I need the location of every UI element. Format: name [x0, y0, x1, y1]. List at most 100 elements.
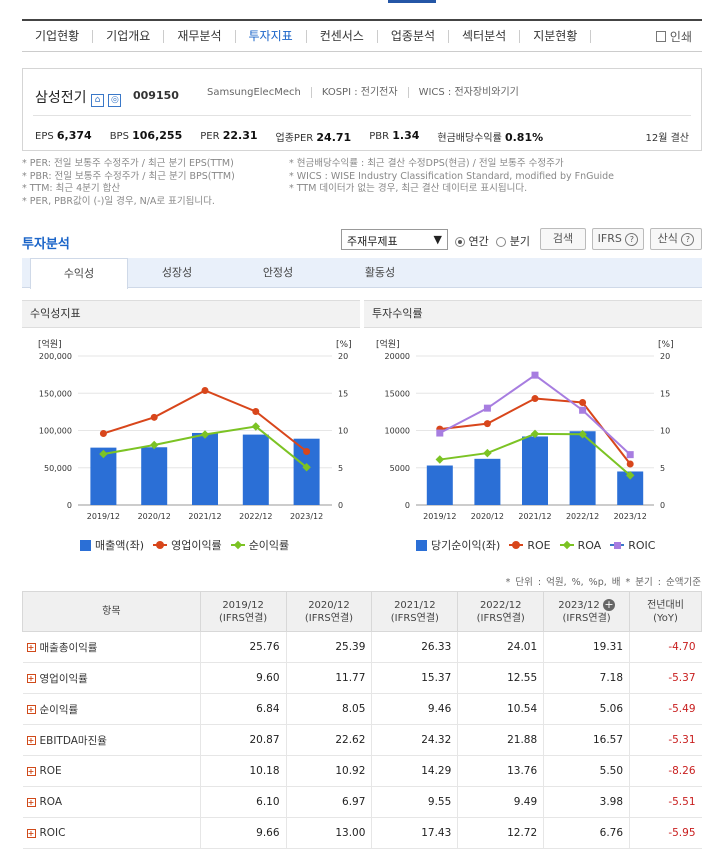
- radio-annual-label: 연간: [468, 235, 489, 248]
- row-label[interactable]: + 매출총이익률: [22, 631, 201, 663]
- expand-icon[interactable]: +: [26, 643, 36, 652]
- table-cell: 5.06: [543, 693, 630, 725]
- return-chart: [억원] [%] 0 5000 10000 15000 20000 0 5 10 15 20 2019/…: [376, 338, 674, 521]
- y-right-tick: 5: [660, 464, 665, 473]
- row-label[interactable]: + 순이익률: [22, 693, 201, 725]
- expand-icon[interactable]: +: [26, 766, 36, 776]
- expand-icon[interactable]: +: [26, 828, 36, 838]
- tab-shareholding[interactable]: 지분현황: [520, 29, 592, 43]
- chart-panel-return: 투자수익률 [억원] [%] 0 5000 10000 15000 20000 0 5 10 15 2…: [364, 300, 702, 556]
- ratio-table: 항목 2019/12 (IFRS연결) 2020/12 (IFRS연결) 2021/…: [22, 591, 702, 849]
- key-ratios: EPS 6,374 BPS 106,255 PER 22.31 업종PER 24…: [35, 129, 561, 144]
- y-left-tick: 0: [67, 501, 72, 510]
- print-icon: [655, 30, 666, 42]
- legend-item: ROA: [559, 539, 601, 552]
- tab-financial-analysis[interactable]: 재무분석: [164, 29, 236, 43]
- tab-investment-indicators[interactable]: 투자지표: [236, 29, 307, 43]
- table-cell: 10.92: [285, 755, 372, 787]
- note-pbr: * PBR: 전일 보통주 수정주가 / 최근 분기 BPS(TTM): [22, 170, 235, 182]
- formula-button[interactable]: 산식 ?: [650, 228, 702, 250]
- print-label: 인쇄: [669, 29, 692, 44]
- legend-swatch: [610, 542, 625, 549]
- row-label[interactable]: + ROA: [22, 786, 201, 818]
- note-dividend: * 현금배당수익률 : 최근 결산 수정DPS(현금) / 전일 보통주 수정주…: [289, 158, 564, 169]
- table-cell: 6.97: [285, 786, 372, 818]
- tab-company-status[interactable]: 기업현황: [22, 29, 94, 43]
- y-left-tick: 10000: [385, 427, 410, 436]
- legend-item: ROE: [509, 539, 551, 552]
- expand-icon[interactable]: +: [26, 736, 36, 745]
- header-period: 2020/12 (IFRS연결): [285, 591, 373, 632]
- legend-swatch: [559, 544, 574, 546]
- table-row: + 순이익률 6.84 8.05 9.46 10.54 5.06 -5.49: [22, 693, 702, 725]
- subtab-growth[interactable]: 성장성: [161, 266, 193, 279]
- data-point: [483, 448, 492, 458]
- table-cell: 13.76: [457, 755, 544, 787]
- top-nav: 기업현황 기업개요 재무분석 투자지표 컨센서스 업종분석 섹터분석 지분현황 …: [22, 19, 702, 52]
- ratio-bps: BPS 106,255: [109, 129, 183, 142]
- table-cell: 19.31: [543, 631, 630, 663]
- chart-legend: 당기순이익(좌) ROE ROA ROIC: [416, 537, 664, 553]
- row-label[interactable]: + EBITDA마진율: [22, 724, 201, 756]
- period-radios: 연간 분기: [455, 233, 530, 249]
- header-item: 항목: [22, 591, 201, 632]
- company-name: 삼성전기 ⌂ ◎: [35, 87, 122, 107]
- help-icon: ?: [681, 232, 695, 246]
- y-right-tick: 10: [660, 427, 670, 436]
- legend-swatch: [230, 544, 245, 546]
- table-cell: 13.00: [285, 817, 372, 849]
- y-left-tick: 20000: [385, 352, 410, 361]
- x-tick: 2022/12: [239, 512, 272, 521]
- tab-sector-analysis[interactable]: 섹터분석: [449, 29, 521, 43]
- header-period: 2021/12 (IFRS연결): [371, 591, 459, 632]
- radio-annual[interactable]: [455, 237, 465, 247]
- ir-icon[interactable]: ◎: [108, 94, 122, 107]
- row-label[interactable]: + 영업이익률: [22, 662, 201, 694]
- ratio-per: PER 22.31: [200, 129, 258, 142]
- table-cell: 6.10: [199, 786, 287, 818]
- row-label[interactable]: + ROIC: [22, 817, 201, 849]
- formula-label: 산식: [657, 232, 678, 245]
- legend-item: 영업이익률: [153, 537, 222, 553]
- table-row: + ROA 6.10 6.97 9.55 9.49 3.98 -5.51: [22, 786, 702, 818]
- legend-swatch: [153, 541, 168, 549]
- print-button[interactable]: 인쇄: [655, 28, 692, 45]
- expand-icon[interactable]: +: [26, 797, 36, 807]
- table-row: + EBITDA마진율 20.87 22.62 24.32 21.88 16.57 -5.31: [22, 724, 702, 756]
- legend-swatch: [509, 541, 524, 549]
- table-cell: 8.05: [285, 693, 372, 725]
- table-cell: 6.84: [199, 693, 287, 725]
- bar: [569, 431, 596, 505]
- y-right-tick: 0: [338, 501, 343, 510]
- tab-consensus[interactable]: 컨센서스: [307, 29, 378, 43]
- expand-icon[interactable]: +: [26, 705, 36, 714]
- statement-select[interactable]: 주재무제표 ▼: [341, 229, 448, 250]
- y-left-tick: 50,000: [44, 464, 72, 473]
- tab-company-overview[interactable]: 기업개요: [93, 29, 165, 43]
- subtab-profitability[interactable]: 수익성: [30, 258, 128, 289]
- x-tick: 2022/12: [566, 512, 599, 521]
- subtab-activity[interactable]: 활동성: [364, 266, 396, 279]
- bar: [474, 458, 501, 505]
- subtab-stability[interactable]: 안정성: [262, 266, 294, 279]
- y-right-tick: 10: [338, 427, 348, 436]
- y-right-tick: 15: [660, 389, 670, 398]
- ifrs-button[interactable]: IFRS ?: [592, 228, 644, 250]
- table-cell: 20.87: [199, 724, 287, 756]
- table-cell: 15.37: [371, 662, 458, 694]
- header-period: 2019/12 (IFRS연결): [199, 591, 287, 632]
- y-left-tick: 150,000: [39, 389, 72, 398]
- table-cell: 9.49: [457, 786, 544, 818]
- section-title: 투자분석: [22, 237, 70, 252]
- search-button[interactable]: 검색: [540, 228, 586, 250]
- expand-icon[interactable]: +: [26, 674, 36, 683]
- table-row: + 영업이익률 9.60 11.77 15.37 12.55 7.18 -5.37: [22, 662, 702, 694]
- data-point: [531, 395, 539, 403]
- home-icon[interactable]: ⌂: [90, 94, 104, 107]
- add-column-icon[interactable]: +: [602, 597, 615, 611]
- table-cell: 25.76: [199, 631, 287, 663]
- row-label[interactable]: + ROE: [22, 755, 201, 787]
- y-left-tick: 0: [405, 501, 410, 510]
- radio-quarter[interactable]: [496, 237, 507, 247]
- tab-industry-analysis[interactable]: 업종분석: [378, 29, 450, 43]
